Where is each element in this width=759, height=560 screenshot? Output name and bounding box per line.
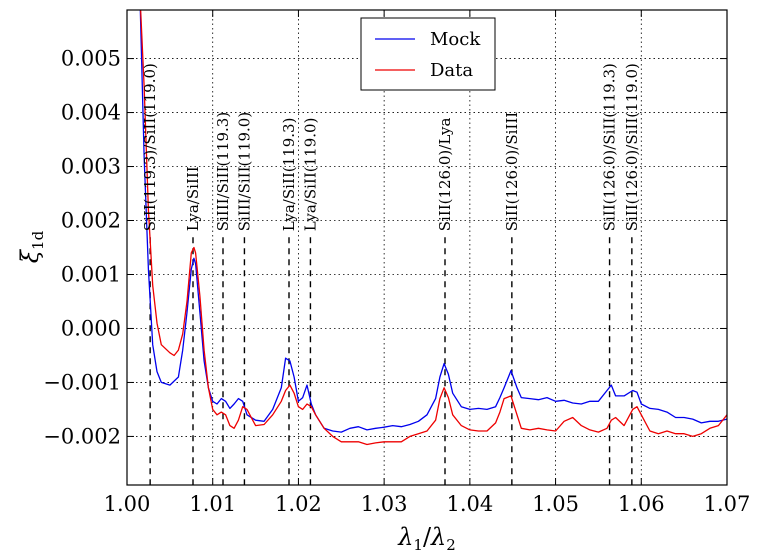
- x-tick-label: 1.05: [532, 492, 579, 516]
- x-axis-sub2: 2: [446, 536, 456, 554]
- x-tick-label: 1.03: [361, 492, 408, 516]
- y-tick-label: 0.000: [61, 316, 121, 340]
- annotation-label: SiII(126.0)/SiII(119.0): [623, 63, 641, 231]
- x-tick-label: 1.02: [275, 492, 322, 516]
- legend: Mock Data: [360, 17, 496, 91]
- annotation-label: Lya/SiIII: [184, 166, 202, 231]
- y-tick-label: 0.002: [61, 209, 121, 233]
- ticks: [126, 10, 728, 485]
- series-line-data: [139, 10, 727, 446]
- plot-frame: [126, 9, 728, 486]
- y-tick-label: 0.001: [61, 262, 121, 286]
- annotation-label: Lya/SiII(119.0): [301, 118, 319, 232]
- tick-labels: 1.00 1.01 1.02 1.03 1.04 1.05 1.06 1.07 0.005 0.0…: [43, 47, 750, 516]
- series-layer: [139, 10, 727, 446]
- x-tick-label: 1.01: [189, 492, 236, 516]
- grid: [127, 10, 727, 485]
- y-axis-title: ξ1d: [16, 230, 47, 263]
- annotation-label: SiII(126.0)/Lya: [436, 118, 454, 232]
- annotation-label: SiII(119.3)/SiII(119.0): [141, 63, 159, 231]
- annotation-label: SiII(126.0)/SiII(119.3): [601, 63, 619, 231]
- x-tick-label: 1.00: [104, 492, 151, 516]
- x-tick-label: 1.06: [618, 492, 665, 516]
- annotation-label: SiII(126.0)/SiIII: [503, 112, 521, 232]
- x-axis-slash: /: [423, 523, 432, 551]
- annotation-labels: SiII(119.3)/SiII(119.0) Lya/SiIII SiIII/Si…: [141, 63, 641, 231]
- y-tick-label: −0.002: [43, 424, 121, 448]
- y-tick-label: −0.001: [43, 370, 121, 394]
- x-tick-label: 1.04: [446, 492, 493, 516]
- x-axis-title: λ1/λ2: [397, 523, 456, 554]
- y-tick-label: 0.004: [61, 101, 121, 125]
- annotation-label: Lya/SiII(119.3): [280, 118, 298, 232]
- y-tick-label: 0.003: [61, 155, 121, 179]
- annotation-label: SiIII/SiII(119.0): [235, 112, 253, 231]
- x-axis-sub1: 1: [413, 536, 423, 554]
- x-tick-label: 1.07: [704, 492, 751, 516]
- legend-label-mock: Mock: [430, 29, 481, 50]
- y-axis-sub: 1d: [29, 230, 47, 250]
- legend-label-data: Data: [430, 60, 473, 81]
- annotation-lines: [149, 237, 633, 485]
- legend-box: [360, 17, 496, 91]
- y-tick-label: 0.005: [61, 47, 121, 71]
- annotation-label: SiIII/SiII(119.3): [214, 112, 232, 231]
